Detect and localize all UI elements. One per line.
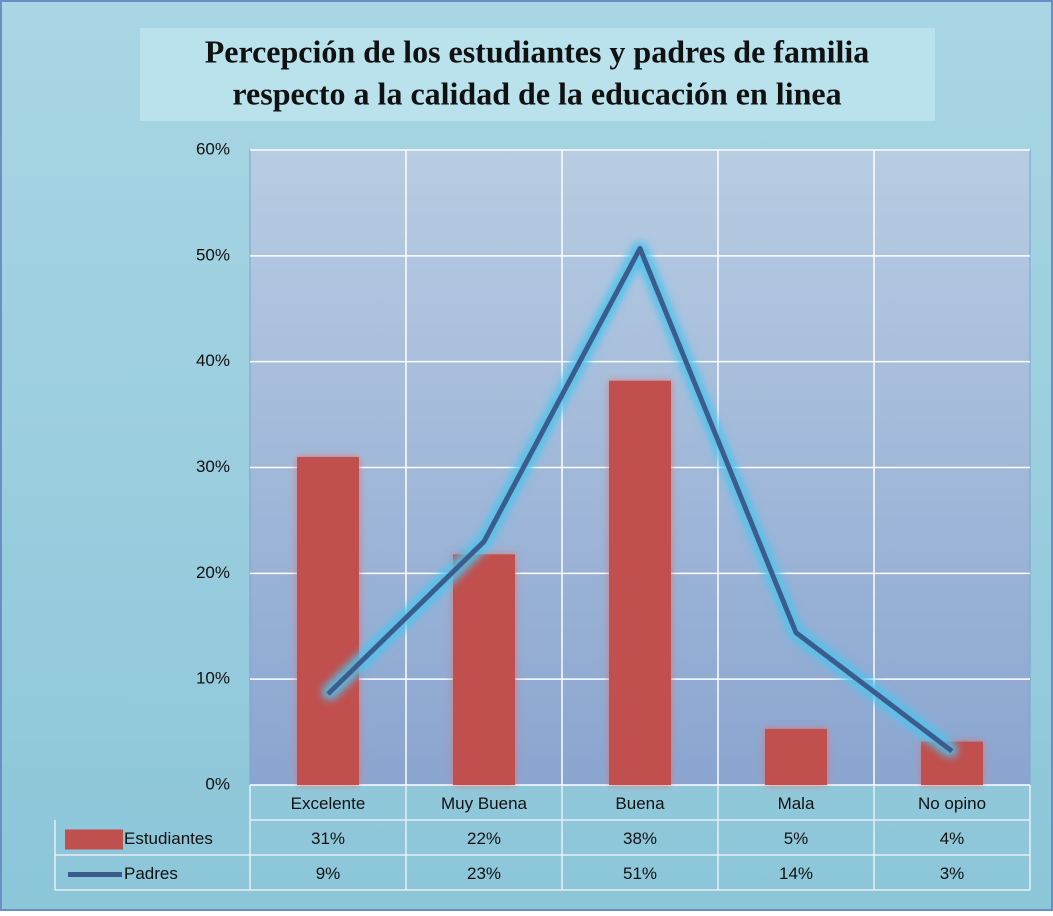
y-tick-label: 10% (196, 669, 230, 688)
bar (453, 554, 515, 785)
data-label: 5% (784, 829, 809, 848)
data-label: 31% (311, 829, 345, 848)
y-tick-label: 40% (196, 351, 230, 370)
bar (297, 456, 359, 785)
data-label: 38% (623, 829, 657, 848)
x-tick-label: No opino (918, 794, 986, 813)
data-label: 4% (940, 829, 965, 848)
y-tick-label: 60% (196, 139, 230, 158)
legend-label: Estudiantes (124, 829, 213, 848)
y-tick-label: 0% (205, 774, 230, 793)
data-label: 14% (779, 864, 813, 883)
data-label: 23% (467, 864, 501, 883)
data-label: 9% (316, 864, 341, 883)
chart-title: Percepción de los estudiantes y padres d… (205, 33, 870, 69)
y-tick-label: 20% (196, 563, 230, 582)
legend-swatch (65, 829, 123, 850)
x-tick-label: Mala (778, 794, 815, 813)
y-tick-label: 50% (196, 245, 230, 264)
data-label: 51% (623, 864, 657, 883)
legend-label: Padres (124, 864, 178, 883)
data-label: 22% (467, 829, 501, 848)
chart-title: respecto a la calidad de la educación en… (232, 75, 841, 111)
data-label: 3% (940, 864, 965, 883)
bar (609, 380, 671, 785)
title-box (140, 28, 935, 121)
x-tick-label: Buena (615, 794, 665, 813)
x-tick-label: Muy Buena (441, 794, 528, 813)
y-tick-label: 30% (196, 457, 230, 476)
x-tick-label: Excelente (291, 794, 366, 813)
bar (765, 728, 827, 785)
line (326, 245, 954, 754)
